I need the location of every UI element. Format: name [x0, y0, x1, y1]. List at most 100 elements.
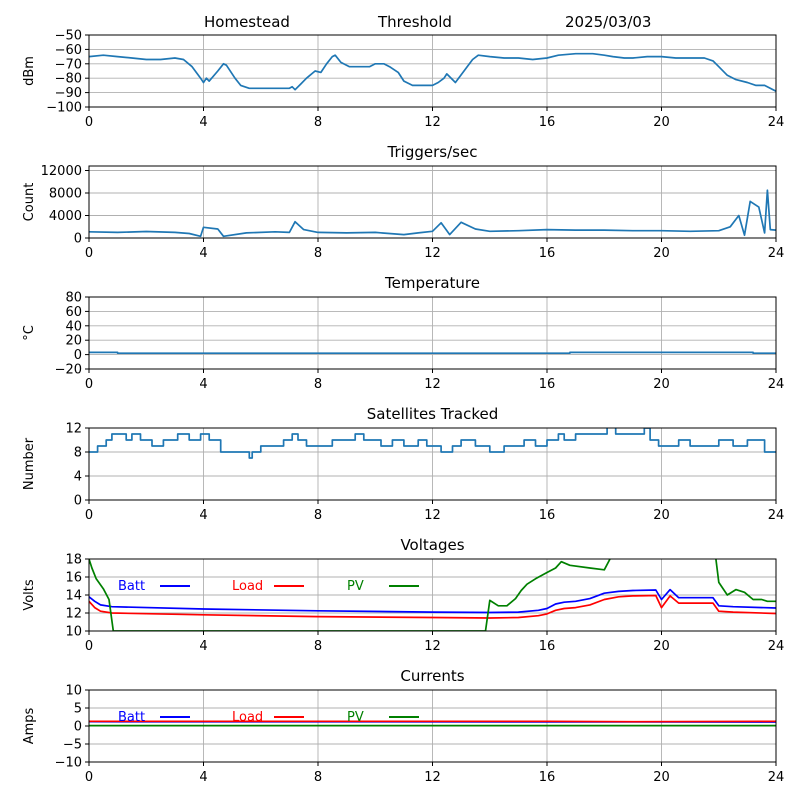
x-tick-label: 0 — [85, 508, 93, 523]
x-tick-label: 24 — [768, 508, 785, 523]
x-tick-label: 8 — [314, 377, 322, 392]
y-tick-label: 80 — [65, 291, 82, 306]
y-tick-label: 18 — [65, 553, 82, 568]
chart-title: Triggers/sec — [387, 143, 478, 161]
x-tick-label: 4 — [199, 770, 207, 785]
y-tick-label: 20 — [65, 334, 82, 349]
y-axis-label: °C — [22, 325, 37, 341]
panel-voltages: 0 4 8 12 16 20 24 10 12 14 16 18 Voltages Volts Batt Lo… — [22, 536, 784, 654]
series-group — [89, 351, 776, 355]
y-tick-label: 60 — [65, 305, 82, 320]
y-tick-label: 8000 — [49, 187, 82, 202]
y-axis-label: Amps — [22, 707, 37, 744]
series-line-load — [89, 594, 776, 619]
y-tick-label: −60 — [55, 43, 82, 58]
y-tick-label: 10 — [65, 684, 82, 699]
series-group — [89, 720, 776, 727]
legend-label-batt: Batt — [118, 579, 145, 594]
chart-title: Temperature — [384, 274, 480, 292]
x-tick-label: 20 — [653, 639, 670, 654]
x-tick-label: 20 — [653, 770, 670, 785]
x-tick-label: 12 — [424, 377, 441, 392]
series-line-pv — [715, 559, 776, 603]
legend-label-load: Load — [232, 710, 263, 725]
y-tick-label: −20 — [55, 363, 82, 378]
y-tick-label: −50 — [55, 29, 82, 44]
y-tick-label: 0 — [74, 348, 82, 363]
x-tick-label: 12 — [424, 770, 441, 785]
y-tick-label: 5 — [74, 702, 82, 717]
y-axis-label: Volts — [22, 579, 37, 611]
series-group — [89, 52, 776, 92]
x-tick-label: 4 — [199, 639, 207, 654]
y-tick-label: 10 — [65, 625, 82, 640]
y-tick-label: −80 — [55, 72, 82, 87]
y-tick-label: −70 — [55, 57, 82, 72]
x-tick-label: 0 — [85, 770, 93, 785]
x-tick-label: 16 — [539, 246, 556, 261]
panel-rssi: 0 4 8 12 16 20 24 −100−90−80−70−60−50 dBm — [22, 29, 784, 131]
y-tick-label: −90 — [55, 86, 82, 101]
x-tick-label: 24 — [768, 377, 785, 392]
x-tick-label: 24 — [768, 115, 785, 130]
series-group — [89, 559, 776, 631]
x-tick-label: 0 — [85, 639, 93, 654]
panel-currents: 0 4 8 12 16 20 24 −10 −5 0 5 10 Currents Amps Batt Load… — [22, 667, 784, 785]
x-tick-label: 16 — [539, 115, 556, 130]
panel-satellites: 0 4 8 12 16 20 24 0 4 8 12 Satellites Tracked Number — [22, 405, 784, 523]
legend-label-batt: Batt — [118, 710, 145, 725]
y-tick-label: 4000 — [49, 209, 82, 224]
x-tick-label: 16 — [539, 508, 556, 523]
x-tick-label: 20 — [653, 508, 670, 523]
series-line — [89, 189, 776, 238]
y-tick-label: 14 — [65, 589, 82, 604]
x-tick-label: 8 — [314, 639, 322, 654]
legend-label-pv: PV — [347, 579, 364, 594]
x-tick-label: 20 — [653, 246, 670, 261]
y-tick-label: 0 — [74, 494, 82, 509]
y-tick-label: 0 — [74, 232, 82, 247]
x-tick-label: 12 — [424, 639, 441, 654]
x-tick-label: 8 — [314, 115, 322, 130]
panel-triggers: 0 4 8 12 16 20 24 0 4000 8000 12000 Triggers/sec Cou… — [22, 143, 784, 261]
y-tick-label: 8 — [74, 446, 82, 461]
x-tick-label: 20 — [653, 115, 670, 130]
series-line — [89, 428, 776, 459]
chart-title: Voltages — [400, 536, 464, 554]
x-tick-label: 24 — [768, 246, 785, 261]
series-line — [89, 351, 776, 355]
x-tick-label: 4 — [199, 246, 207, 261]
x-tick-label: 12 — [424, 508, 441, 523]
chart-title: Currents — [400, 667, 464, 685]
x-tick-label: 12 — [424, 246, 441, 261]
x-tick-label: 12 — [424, 115, 441, 130]
x-tick-label: 8 — [314, 770, 322, 785]
x-tick-label: 4 — [199, 508, 207, 523]
x-tick-label: 24 — [768, 639, 785, 654]
header-date: 2025/03/03 — [565, 13, 651, 31]
y-axis-label: dBm — [22, 56, 37, 86]
chart-panels: 0 4 8 12 16 20 24 −100−90−80−70−60−50 dBm 0 4 8 12 16… — [22, 29, 784, 786]
series-line-batt — [89, 588, 776, 614]
y-tick-label: 12000 — [41, 164, 82, 179]
x-tick-label: 20 — [653, 377, 670, 392]
x-tick-label: 4 — [199, 377, 207, 392]
y-tick-label: 0 — [74, 720, 82, 735]
chart-title: Satellites Tracked — [367, 405, 498, 423]
x-tick-label: 4 — [199, 115, 207, 130]
y-axis-label: Count — [22, 183, 37, 222]
x-tick-label: 16 — [539, 639, 556, 654]
x-tick-label: 8 — [314, 246, 322, 261]
x-tick-label: 0 — [85, 377, 93, 392]
header-threshold: Threshold — [377, 13, 452, 31]
y-tick-label: 4 — [74, 470, 82, 485]
series-group — [89, 428, 776, 459]
series-line-pv — [89, 559, 611, 631]
series-line — [89, 52, 776, 92]
x-tick-label: 16 — [539, 377, 556, 392]
legend-label-load: Load — [232, 579, 263, 594]
y-tick-label: −100 — [46, 101, 82, 116]
y-tick-label: 40 — [65, 319, 82, 334]
